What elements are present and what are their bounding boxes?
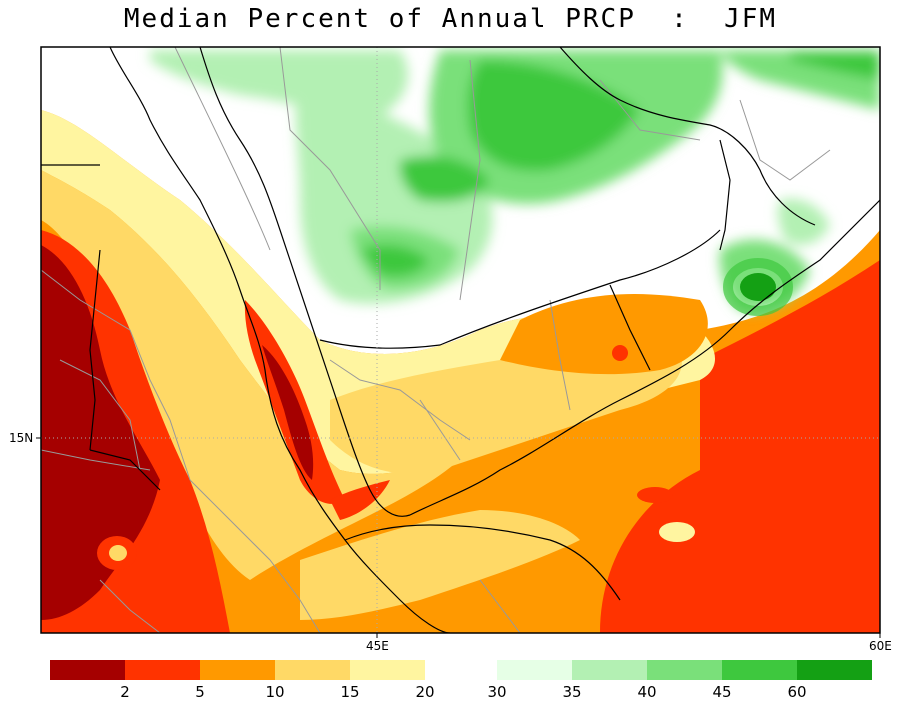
horn-of-africa-coast [344, 524, 621, 601]
arabia-south-coast [409, 199, 880, 516]
western-dark-red-core [41, 245, 160, 620]
lon-label-60e: 60E [869, 639, 892, 653]
red-sea-east-coast [199, 47, 411, 517]
colorbar-tick-label: 40 [637, 683, 657, 701]
colorbar-tick-label: 30 [487, 683, 507, 701]
gulf-coast [559, 47, 816, 226]
colorbar-box-high_segment-2 [647, 660, 722, 680]
colorbar-box-low_segment-1 [125, 660, 200, 680]
colorbar-box-low_segment-2 [200, 660, 275, 680]
oman-border [719, 139, 731, 251]
saudi-yemen-border [319, 229, 721, 349]
aden-red-spot [330, 480, 390, 520]
map-border [40, 46, 881, 634]
somalia-yellow-strip [300, 510, 580, 620]
colorbar-tick-label: 10 [265, 683, 285, 701]
colorbar-box-low_segment-4 [350, 660, 425, 680]
sudan-ethiopia-border [89, 249, 101, 451]
colorbar-box-high_segment-0 [497, 660, 572, 680]
ethiopia-yellow-spot [109, 545, 127, 561]
medium-yellow-band [41, 170, 470, 580]
red-sea-dark-core [262, 345, 314, 480]
colorbar-tick-label: 15 [340, 683, 360, 701]
colorbar-tick-label: 20 [415, 683, 435, 701]
colorbar-tick-label: 2 [120, 683, 130, 701]
colorbar-box-low_segment-0 [50, 660, 125, 680]
colorbar-box-high_segment-4 [797, 660, 872, 680]
socotra-yellow-spot [659, 522, 695, 542]
map-title: Median Percent of Annual PRCP : JFM [123, 4, 778, 34]
ethiopia-south-border [89, 449, 161, 491]
colorbar-box-high_segment-3 [722, 660, 797, 680]
yemen-yellow-region [330, 345, 682, 474]
map-fill-layer [41, 47, 880, 633]
lon-label-45e: 45E [366, 639, 389, 653]
country-borders [41, 47, 831, 633]
oman-dark-green-core [740, 273, 776, 301]
coastlines [41, 47, 880, 633]
colorbar-tick-label: 60 [787, 683, 807, 701]
colorbar-tick-label: 35 [562, 683, 582, 701]
colorbar-box-low_segment-3 [275, 660, 350, 680]
colorbar-tick-label: 5 [195, 683, 205, 701]
colorbar-tick-label: 45 [712, 683, 732, 701]
arabian-sea-red-blob [637, 487, 673, 503]
oman-yemen-border [609, 284, 651, 371]
colorbar-box-high_segment-1 [572, 660, 647, 680]
lat-label-15n: 15N [9, 431, 34, 445]
red-sea-west-coast [109, 47, 451, 633]
green-wet-regions [150, 50, 880, 311]
oman-red-spot [612, 345, 628, 361]
grid-lines [41, 47, 880, 633]
